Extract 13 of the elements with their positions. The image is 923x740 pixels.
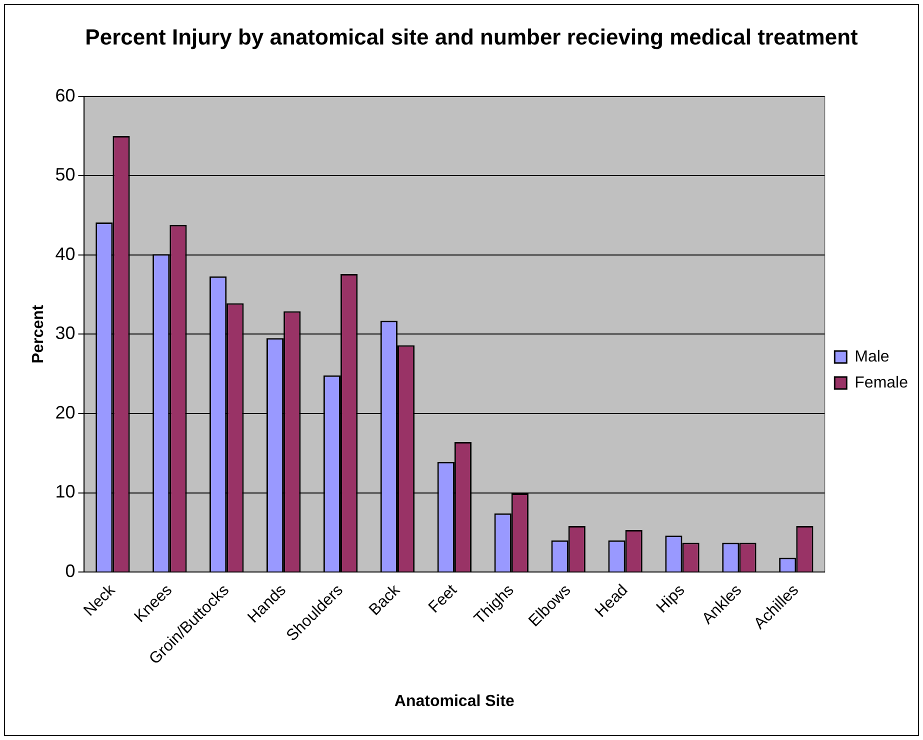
legend-label: Female <box>854 374 908 392</box>
y-tick-label: 40 <box>55 244 76 264</box>
y-tick-label: 50 <box>55 164 76 185</box>
x-axis-title: Anatomical Site <box>394 692 515 710</box>
x-tick-label: Hips <box>654 582 688 616</box>
y-tick-label: 30 <box>55 323 76 344</box>
y-axis-title: Percent <box>30 304 48 364</box>
chart-title: Percent Injury by anatomical site and number recieving medical treatment <box>85 24 859 50</box>
legend-label: Male <box>854 348 890 366</box>
y-tick-label: 10 <box>55 482 76 502</box>
y-tick-label: 20 <box>55 402 76 422</box>
y-tick-label: 60 <box>55 85 76 106</box>
y-tick-label: 0 <box>65 560 76 581</box>
